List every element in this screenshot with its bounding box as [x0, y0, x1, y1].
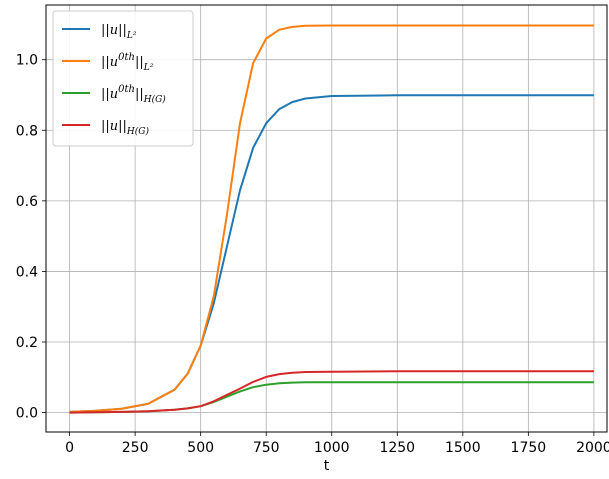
- legend-entry-superscript: 0th: [118, 52, 135, 63]
- legend-entry-close: ||: [135, 55, 144, 70]
- x-tick-label: 2000: [576, 440, 609, 456]
- legend-entry-close: ||: [135, 87, 144, 102]
- legend-entry-subscript: H(G): [143, 94, 167, 105]
- x-tick-label: 0: [65, 440, 74, 456]
- y-tick-label: 0.0: [16, 406, 38, 422]
- y-tick-label: 0.4: [16, 264, 38, 280]
- y-tick-label: 1.0: [16, 53, 38, 69]
- series-layer: [69, 24, 594, 414]
- legend-entry-text: ||u||: [101, 23, 127, 38]
- legend-entry-2: ||u0th||H(G): [101, 84, 166, 105]
- x-tick-label: 1750: [511, 440, 547, 456]
- x-axis-label: t: [324, 458, 330, 474]
- x-tick-label: 250: [122, 440, 149, 456]
- x-tick-label: 750: [253, 440, 280, 456]
- plot-frame: [45, 4, 608, 433]
- legend-entry-text: ||u: [101, 87, 118, 102]
- series-line-1: [69, 24, 594, 413]
- y-tick-label: 0.8: [16, 123, 38, 139]
- grid-layer: [46, 5, 607, 432]
- legend-entry-text: ||u: [101, 55, 118, 70]
- legend-box: [52, 10, 194, 147]
- x-tick-label: 1250: [379, 440, 415, 456]
- legend-entry-text: ||u||: [101, 119, 127, 134]
- x-tick-label: 500: [187, 440, 214, 456]
- y-tick-label: 0.2: [16, 335, 38, 351]
- legend-entry-superscript: 0th: [118, 84, 135, 95]
- tick-layer: 0 250 500 750 1000 1250 1500 1750 2000 0.0 0.2 0.4 0…: [16, 53, 609, 456]
- legend-entry-subscript: L²: [143, 63, 154, 73]
- legend-entry-subscript: H(G): [126, 126, 150, 137]
- x-tick-label: 1000: [314, 440, 350, 456]
- series-line-3: [69, 370, 594, 414]
- legend-entry-1: ||u0th||L²: [101, 52, 154, 73]
- y-tick-label: 0.6: [16, 194, 38, 210]
- x-tick-label: 1500: [445, 440, 481, 456]
- legend: ||u||L²||u0th||L²||u0th||H(G)||u||H(G): [52, 10, 194, 147]
- legend-entry-subscript: L²: [126, 31, 137, 41]
- legend-entry-0: ||u||L²: [101, 23, 137, 41]
- legend-entry-3: ||u||H(G): [101, 119, 149, 137]
